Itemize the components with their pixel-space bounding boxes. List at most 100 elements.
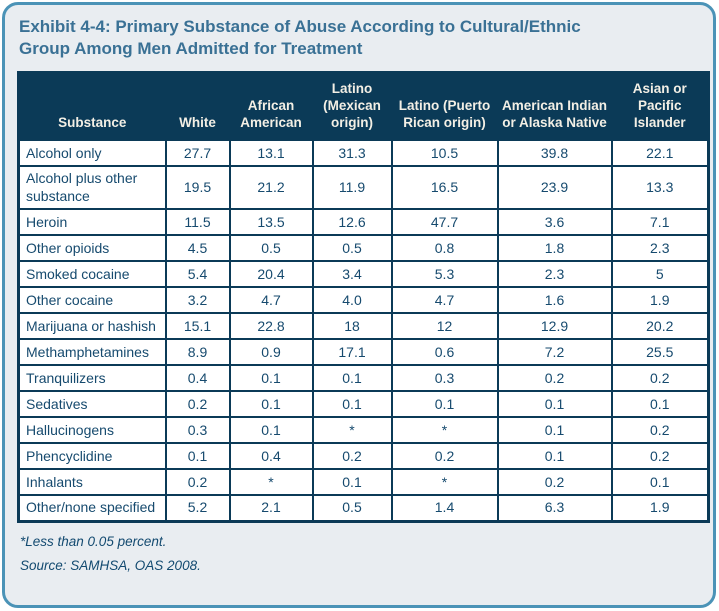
value-cell: 0.2 (496, 364, 613, 393)
value-cell: 0.5 (311, 234, 393, 263)
value-cell: 4.7 (228, 286, 314, 315)
substance-cell: Hallucinogens (17, 416, 167, 445)
value-cell: 0.1 (311, 390, 393, 419)
exhibit-title: Exhibit 4-4: Primary Substance of Abuse … (19, 17, 581, 59)
substance-cell: Alcohol only (17, 139, 167, 168)
column-header: American Indian or Alaska Native (496, 71, 613, 142)
value-cell: * (228, 468, 314, 497)
column-header: Latino (Mexican origin) (311, 71, 393, 142)
substance-cell: Marijuana or hashish (17, 312, 167, 341)
table-row: Sedatives 0.2 0.1 0.1 0.1 0.1 0.1 (17, 390, 710, 419)
value-cell: 1.4 (390, 494, 499, 523)
value-cell: 0.1 (228, 390, 314, 419)
substance-cell: Other/none specified (17, 494, 167, 523)
value-cell: 0.1 (496, 390, 613, 419)
value-cell: 1.9 (610, 286, 710, 315)
value-cell: 12.6 (311, 208, 393, 237)
value-cell: 22.1 (610, 139, 710, 168)
column-header: Latino (Puerto Rican origin) (390, 71, 499, 142)
column-header: African American (228, 71, 314, 142)
value-cell: 0.4 (228, 442, 314, 471)
value-cell: 0.2 (610, 364, 710, 393)
value-cell: 5.3 (390, 260, 499, 289)
value-cell: 7.2 (496, 338, 613, 367)
value-cell: 0.1 (311, 364, 393, 393)
value-cell: 25.5 (610, 338, 710, 367)
column-header: Substance (17, 71, 167, 142)
value-cell: 18 (311, 312, 393, 341)
value-cell: 0.1 (311, 468, 393, 497)
value-cell: 7.1 (610, 208, 710, 237)
value-cell: 0.2 (164, 390, 231, 419)
substance-cell: Methamphetamines (17, 338, 167, 367)
substance-cell: Other opioids (17, 234, 167, 263)
value-cell: 5 (610, 260, 710, 289)
value-cell: 1.6 (496, 286, 613, 315)
value-cell: 16.5 (390, 165, 499, 211)
value-cell: 21.2 (228, 165, 314, 211)
table-row: Heroin 11.5 13.5 12.6 47.7 3.6 7.1 (17, 208, 710, 237)
value-cell: 0.3 (390, 364, 499, 393)
value-cell: 4.7 (390, 286, 499, 315)
value-cell: 0.8 (390, 234, 499, 263)
substance-cell: Heroin (17, 208, 167, 237)
value-cell: 4.0 (311, 286, 393, 315)
value-cell: 39.8 (496, 139, 613, 168)
value-cell: 11.5 (164, 208, 231, 237)
value-cell: 27.7 (164, 139, 231, 168)
value-cell: 0.1 (610, 390, 710, 419)
value-cell: 19.5 (164, 165, 231, 211)
value-cell: * (390, 416, 499, 445)
value-cell: 15.1 (164, 312, 231, 341)
table-row: Smoked cocaine 5.4 20.4 3.4 5.3 2.3 5 (17, 260, 710, 289)
table-row: Other/none specified 5.2 2.1 0.5 1.4 6.3 1.9 (17, 494, 710, 523)
exhibit-table-body: Alcohol only 27.7 13.1 31.3 10.5 39.8 22.1 Alco… (17, 139, 710, 523)
value-cell: 0.1 (390, 390, 499, 419)
substance-cell: Other cocaine (17, 286, 167, 315)
value-cell: 10.5 (390, 139, 499, 168)
substance-cell: Alcohol plus other substance (17, 165, 167, 211)
substance-cell: Tranquilizers (17, 364, 167, 393)
value-cell: 22.8 (228, 312, 314, 341)
table-row: Other cocaine 3.2 4.7 4.0 4.7 1.6 1.9 (17, 286, 710, 315)
substance-cell: Sedatives (17, 390, 167, 419)
column-header: White (164, 71, 231, 142)
value-cell: 13.5 (228, 208, 314, 237)
value-cell: 0.9 (228, 338, 314, 367)
value-cell: 5.2 (164, 494, 231, 523)
value-cell: 20.4 (228, 260, 314, 289)
value-cell: 11.9 (311, 165, 393, 211)
value-cell: * (311, 416, 393, 445)
exhibit-table: Substance White African American Latino (Me… (17, 70, 710, 523)
footnote-asterisk: *Less than 0.05 percent. (20, 533, 167, 549)
value-cell: 0.1 (496, 416, 613, 445)
value-cell: 2.3 (496, 260, 613, 289)
value-cell: 0.2 (390, 442, 499, 471)
value-cell: 1.9 (610, 494, 710, 523)
value-cell: 0.1 (496, 442, 613, 471)
substance-cell: Smoked cocaine (17, 260, 167, 289)
value-cell: 12.9 (496, 312, 613, 341)
table-row: Phencyclidine 0.1 0.4 0.2 0.2 0.1 0.2 (17, 442, 710, 471)
value-cell: * (390, 468, 499, 497)
value-cell: 0.3 (164, 416, 231, 445)
table-row: Marijuana or hashish 15.1 22.8 18 12 12.9 20.2 (17, 312, 710, 341)
value-cell: 2.3 (610, 234, 710, 263)
value-cell: 0.2 (610, 442, 710, 471)
table-row: Tranquilizers 0.4 0.1 0.1 0.3 0.2 0.2 (17, 364, 710, 393)
value-cell: 31.3 (311, 139, 393, 168)
value-cell: 20.2 (610, 312, 710, 341)
table-row: Hallucinogens 0.3 0.1 * * 0.1 0.2 (17, 416, 710, 445)
value-cell: 0.5 (311, 494, 393, 523)
footnote-source: Source: SAMHSA, OAS 2008. (20, 557, 201, 573)
table-row: Alcohol plus other substance 19.5 21.2 11.9… (17, 165, 710, 211)
value-cell: 0.2 (496, 468, 613, 497)
value-cell: 47.7 (390, 208, 499, 237)
value-cell: 5.4 (164, 260, 231, 289)
table-row: Methamphetamines 8.9 0.9 17.1 0.6 7.2 25.5 (17, 338, 710, 367)
value-cell: 3.4 (311, 260, 393, 289)
value-cell: 0.6 (390, 338, 499, 367)
substance-cell: Phencyclidine (17, 442, 167, 471)
value-cell: 12 (390, 312, 499, 341)
